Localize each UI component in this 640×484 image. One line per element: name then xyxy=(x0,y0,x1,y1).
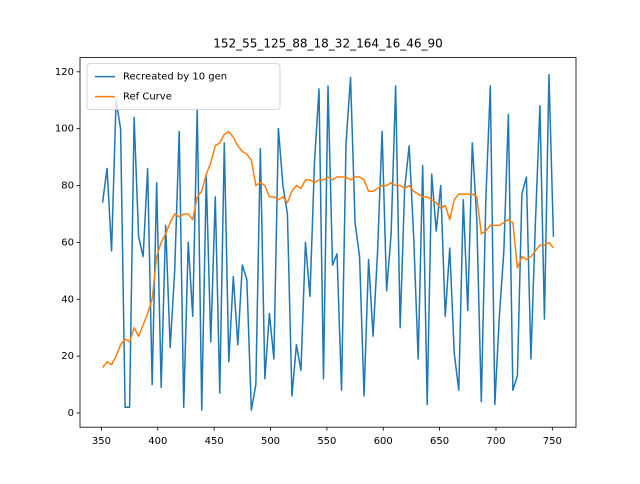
y-tick-label: 100 xyxy=(55,124,74,135)
plot-frame xyxy=(79,57,577,428)
x-tick-label: 400 xyxy=(148,436,167,447)
x-tick-label: 750 xyxy=(543,436,562,447)
legend-label: Recreated by 10 gen xyxy=(123,72,227,83)
chart-title: 152_55_125_88_18_32_164_16_46_90 xyxy=(213,37,443,51)
x-tick-label: 700 xyxy=(486,436,505,447)
y-tick-label: 40 xyxy=(61,294,74,305)
x-tick-label: 500 xyxy=(261,436,280,447)
y-tick-label: 80 xyxy=(61,181,74,192)
y-tick-label: 120 xyxy=(55,67,74,78)
x-tick-label: 600 xyxy=(374,436,393,447)
x-tick-label: 350 xyxy=(92,436,111,447)
x-tick-label: 550 xyxy=(317,436,336,447)
series-line xyxy=(101,73,555,411)
y-tick-label: 0 xyxy=(68,408,74,419)
x-tick-label: 650 xyxy=(430,436,449,447)
x-tick-label: 450 xyxy=(205,436,224,447)
y-tick-label: 60 xyxy=(61,237,74,248)
legend-label: Ref Curve xyxy=(123,92,172,103)
series-line xyxy=(101,130,555,368)
legend-box xyxy=(86,63,281,110)
y-tick-label: 20 xyxy=(61,351,74,362)
